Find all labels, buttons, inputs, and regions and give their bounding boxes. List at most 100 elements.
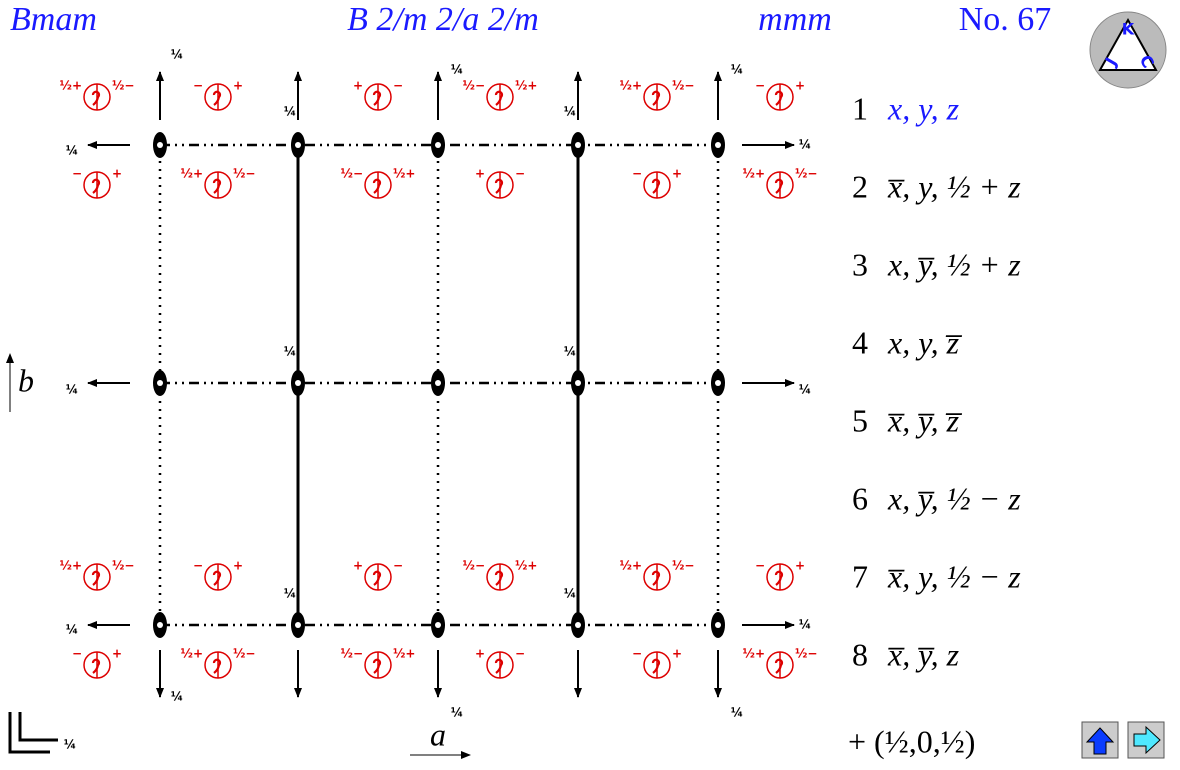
- site-sign: ½−: [463, 559, 485, 573]
- position-number: 8: [852, 636, 868, 672]
- site-sign: −: [393, 79, 403, 93]
- inversion-centre: [295, 142, 301, 148]
- site-sign: ½−: [463, 79, 485, 93]
- height-label: ¼: [284, 587, 296, 601]
- site-sign: +: [795, 559, 805, 573]
- height-label: ¼: [564, 345, 576, 359]
- height-label: ¼: [284, 105, 296, 119]
- site-sign: −: [755, 79, 765, 93]
- site-sign: +: [672, 167, 682, 181]
- logo-triangle: [1098, 17, 1158, 71]
- site-comma: [494, 570, 504, 586]
- site-sign: ½−: [672, 559, 694, 573]
- site-sign: ½+: [515, 559, 537, 573]
- position-coords: x̅, y, ½ + z: [887, 168, 1021, 204]
- site-sign: ½+: [743, 167, 765, 181]
- group-number: No. 67: [959, 1, 1052, 38]
- site-sign: −: [515, 647, 525, 661]
- site-comma: [494, 178, 504, 194]
- height-label: ¼: [66, 623, 78, 637]
- height-label: ¼: [66, 144, 78, 158]
- site-sign: ½+: [743, 647, 765, 661]
- site-sign: −: [72, 647, 82, 661]
- site-sign: ½+: [393, 647, 415, 661]
- height-label: ¼: [799, 138, 811, 152]
- inversion-centre: [157, 380, 163, 386]
- site-comma: [774, 658, 784, 674]
- logo-letter: K: [1122, 20, 1135, 39]
- height-label: ¼: [799, 618, 811, 632]
- site-comma: [372, 178, 382, 194]
- position-coords: x̅, y̅, z: [887, 636, 960, 672]
- site-comma: [774, 178, 784, 194]
- site-sign: +: [672, 647, 682, 661]
- site-sign: ½−: [233, 167, 255, 181]
- site-sign: +: [475, 167, 485, 181]
- centering: + (½,0,½): [848, 723, 975, 759]
- site-sign: −: [632, 167, 642, 181]
- inversion-centre: [157, 142, 163, 148]
- inversion-centre: [295, 622, 301, 628]
- nav: [1081, 721, 1165, 759]
- inversion-centre: [435, 380, 441, 386]
- position-coords: x, y, z̅: [887, 324, 962, 360]
- inversion-centre: [575, 142, 581, 148]
- site-sign: ½+: [515, 79, 537, 93]
- site-comma: [91, 570, 101, 586]
- point-group: mmm: [758, 1, 832, 38]
- inversion-centre: [715, 622, 721, 628]
- site-sign: ½−: [112, 559, 134, 573]
- position-number: 2: [852, 168, 868, 204]
- site-sign: −: [755, 559, 765, 573]
- site-comma: [372, 658, 382, 674]
- site-sign: ½+: [620, 79, 642, 93]
- position-number: 3: [852, 246, 868, 282]
- site-sign: ½−: [112, 79, 134, 93]
- position-coords: x, y̅, ½ − z: [887, 480, 1021, 516]
- site-comma: [91, 178, 101, 194]
- inversion-centre: [575, 380, 581, 386]
- axis-b-label: b: [18, 362, 34, 398]
- site-sign: +: [353, 79, 363, 93]
- height-label: ¼: [564, 105, 576, 119]
- position-number: 5: [852, 402, 868, 438]
- site-sign: ½+: [393, 167, 415, 181]
- height-label: ¼: [564, 587, 576, 601]
- site-comma: [212, 570, 222, 586]
- position-coords: x̅, y, ½ − z: [887, 558, 1021, 594]
- site-comma: [372, 90, 382, 106]
- position-number: 4: [852, 324, 868, 360]
- site-sign: +: [475, 647, 485, 661]
- site-sign: +: [353, 559, 363, 573]
- position-coords: x, y̅, ½ + z: [887, 246, 1021, 282]
- site-comma: [651, 90, 661, 106]
- height-label: ¼: [284, 345, 296, 359]
- inversion-centre: [435, 622, 441, 628]
- height-label: ¼: [171, 48, 183, 62]
- position-number: 6: [852, 480, 868, 516]
- short-symbol: Bmam: [10, 1, 97, 38]
- site-comma: [651, 658, 661, 674]
- position-coords: x̅, y̅, z̅: [887, 402, 962, 438]
- site-sign: ½−: [233, 647, 255, 661]
- position-coords: x, y, z: [887, 90, 960, 126]
- site-comma: [212, 178, 222, 194]
- site-sign: ½+: [60, 79, 82, 93]
- site-sign: ½+: [181, 647, 203, 661]
- site-sign: ½−: [341, 167, 363, 181]
- site-sign: ½+: [620, 559, 642, 573]
- inversion-centre: [715, 380, 721, 386]
- full-symbol: B 2/m 2/a 2/m: [347, 1, 539, 38]
- site-comma: [651, 570, 661, 586]
- next-arrow: [1133, 725, 1161, 755]
- height-label: ¼: [731, 706, 743, 720]
- site-sign: +: [233, 79, 243, 93]
- height-legend: [8, 712, 58, 754]
- inversion-centre: [575, 622, 581, 628]
- site-comma: [651, 178, 661, 194]
- height-label: ¼: [66, 383, 78, 397]
- inversion-centre: [715, 142, 721, 148]
- site-sign: +: [112, 167, 122, 181]
- site-sign: −: [193, 559, 203, 573]
